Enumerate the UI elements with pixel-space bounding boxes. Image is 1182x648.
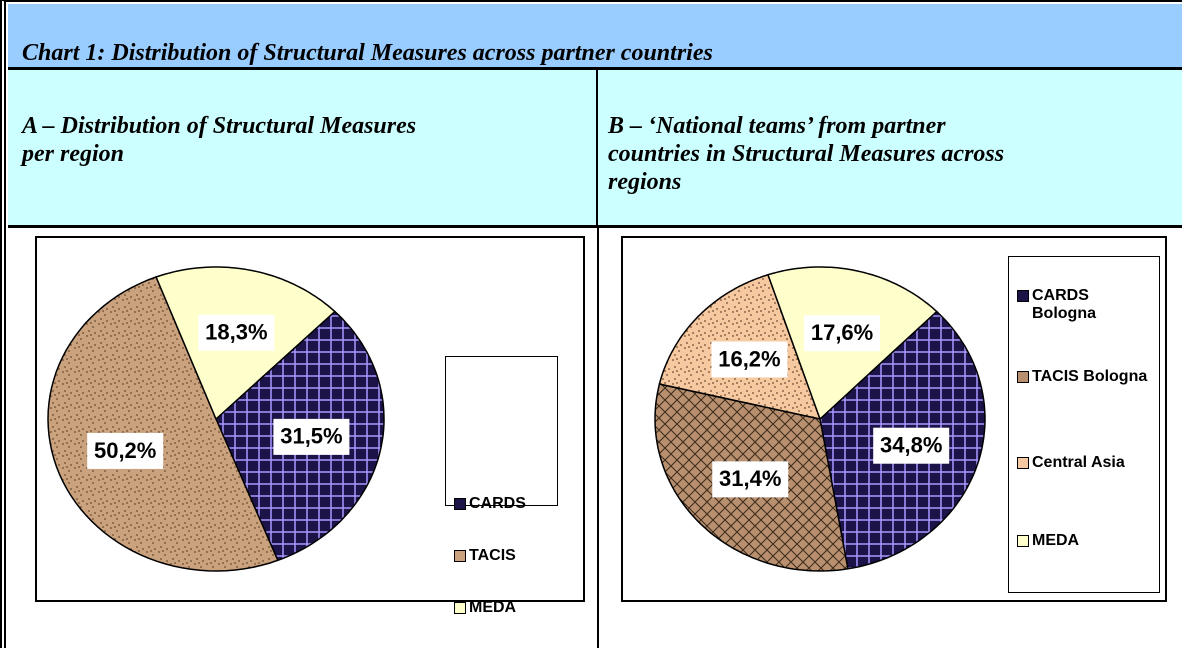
data-label: 17,6% [811, 320, 873, 345]
legend-label: MEDA [1032, 532, 1080, 549]
legend-item: CARDS Bologna [1017, 287, 1151, 323]
legend-swatch [454, 498, 466, 510]
table-title: Chart 1: Distribution of Structural Meas… [8, 4, 1182, 70]
legend-label: Central Asia [1032, 454, 1125, 471]
legend: CARDS TACIS MEDA [445, 356, 558, 616]
legend: CARDS Bologna TACIS Bologna Central Asia ME… [1008, 256, 1160, 593]
pie-slice [47, 276, 279, 572]
data-label-box [87, 432, 164, 469]
legend-label: CARDS Bologna [1032, 287, 1096, 322]
legend-item: MEDA [454, 599, 549, 617]
legend-item: CARDS [454, 495, 549, 513]
legend-item: TACIS Bologna [1017, 368, 1151, 386]
legend-label: TACIS [469, 547, 516, 564]
legend-item: TACIS [454, 547, 549, 565]
panel-heading: A – Distribution of Structural Measures … [8, 70, 598, 228]
pie-chart: 34,8% 31,4% 16,2% 17,6% [654, 266, 986, 572]
legend-item: MEDA [1017, 532, 1151, 550]
data-label-box [273, 418, 350, 455]
data-label: 34,8% [880, 433, 942, 458]
legend-swatch [1017, 290, 1029, 302]
legend-label: CARDS [469, 495, 526, 512]
legend-swatch [1017, 371, 1029, 383]
data-label-box [712, 461, 789, 498]
legend-swatch [454, 602, 466, 614]
data-label: 18,3% [205, 320, 267, 345]
column-divider [597, 228, 599, 648]
chart: 31,5% 50,2% 18,3% CARDS TACIS MEDA [35, 236, 585, 616]
legend-swatch [454, 550, 466, 562]
legend-swatch [1017, 457, 1029, 469]
data-label: 31,5% [280, 424, 342, 449]
legend-label: MEDA [469, 599, 517, 616]
legend-swatch [1017, 535, 1029, 547]
data-label: 16,2% [718, 346, 780, 371]
data-label-box [873, 427, 950, 464]
data-label: 31,4% [719, 466, 781, 491]
data-label-box [198, 314, 275, 351]
legend-item: Central Asia [1017, 454, 1151, 472]
data-label: 50,2% [94, 438, 156, 463]
pie-chart: 31,5% 50,2% 18,3% [47, 266, 385, 572]
legend-label: TACIS Bologna [1032, 368, 1148, 385]
chart: 34,8% 31,4% 16,2% 17,6% CARDS Bologna TACIS … [621, 236, 1167, 602]
panel-heading: B – ‘National teams’ from partner countr… [598, 70, 1182, 228]
data-label-box [804, 315, 881, 352]
data-label-box [711, 341, 788, 378]
